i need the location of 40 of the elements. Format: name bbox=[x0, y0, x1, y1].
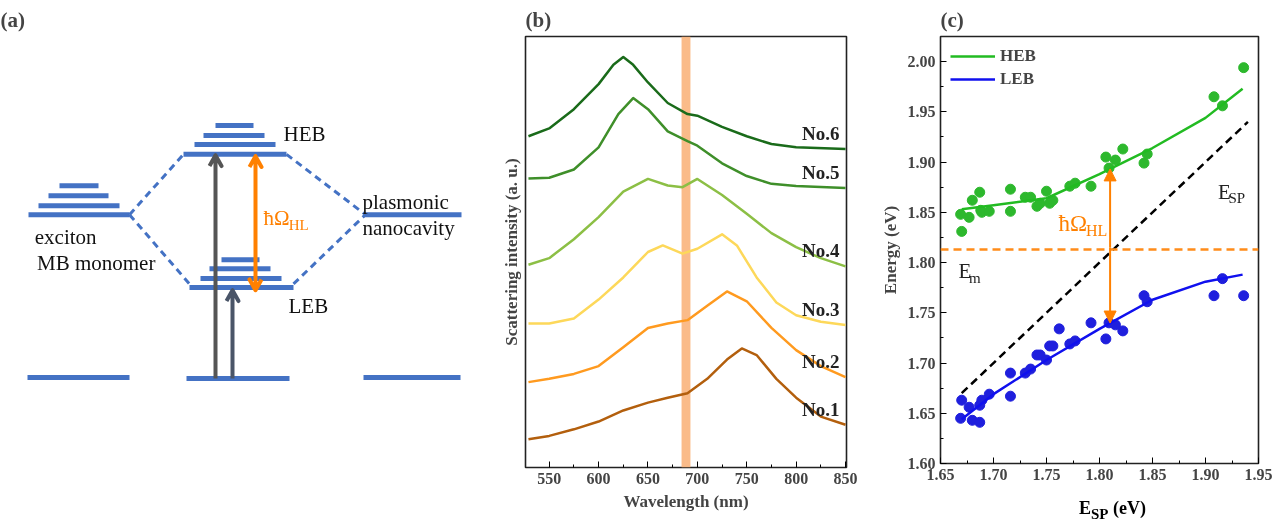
y-tick-label: 1.65 bbox=[907, 404, 936, 422]
x-tick-label: 750 bbox=[734, 469, 759, 487]
x-tick-label: 1.85 bbox=[1138, 465, 1167, 483]
text: exciton bbox=[34, 225, 98, 250]
text: (a) bbox=[0, 7, 25, 32]
x-tick-label: 1.95 bbox=[1244, 465, 1273, 483]
y-tick-label: 1.80 bbox=[907, 254, 936, 272]
y-tick-label: 1.75 bbox=[907, 304, 936, 322]
x-tick-label: 1.80 bbox=[1085, 465, 1114, 483]
text: HEB bbox=[283, 121, 326, 146]
legend-label: LEB bbox=[1000, 69, 1035, 89]
x-tick-label: 600 bbox=[586, 469, 611, 487]
text: nanocavity bbox=[362, 216, 456, 241]
x-tick-label: 650 bbox=[635, 469, 660, 487]
y-tick-label: 1.95 bbox=[907, 103, 936, 121]
y-axis-title: Energy (eV) bbox=[880, 205, 900, 295]
chart-title: (c) bbox=[940, 7, 964, 32]
legend-label: HEB bbox=[1000, 46, 1036, 66]
text: LEB bbox=[288, 293, 329, 318]
series-label: No.3 bbox=[802, 299, 840, 321]
chart-title: (b) bbox=[525, 7, 552, 32]
y-tick-label: 1.70 bbox=[907, 354, 936, 372]
x-tick-label: 800 bbox=[784, 469, 809, 487]
text: plasmonic bbox=[362, 190, 449, 215]
x-axis-title: Wavelength (nm) bbox=[623, 491, 749, 511]
series-label: No.4 bbox=[802, 240, 841, 262]
y-tick-label: 2.00 bbox=[907, 53, 936, 71]
x-tick-label: 1.70 bbox=[979, 465, 1008, 483]
series-label: No.6 bbox=[802, 122, 840, 144]
text: MB monomer bbox=[37, 251, 156, 276]
y-axis-title: Scattering intensity (a. u.) bbox=[501, 158, 521, 346]
x-tick-label: 850 bbox=[833, 469, 858, 487]
x-axis-title: E$_{SP}$ (eV) bbox=[1078, 497, 1146, 519]
y-tick-label: 1.90 bbox=[907, 153, 936, 171]
y-tick-label: 1.85 bbox=[907, 203, 936, 221]
series-label: No.5 bbox=[802, 161, 840, 183]
x-tick-label: 700 bbox=[685, 469, 710, 487]
x-tick-label: 550 bbox=[537, 469, 562, 487]
x-tick-label: 1.75 bbox=[1032, 465, 1061, 483]
x-tick-label: 1.90 bbox=[1191, 465, 1220, 483]
